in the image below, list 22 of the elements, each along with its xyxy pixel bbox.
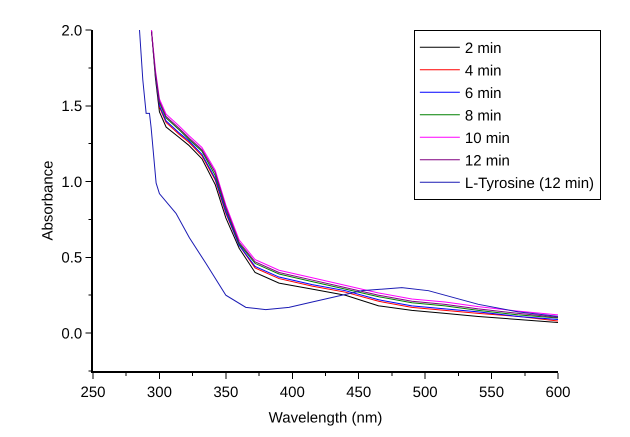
x-tick-label: 300 <box>146 384 172 401</box>
legend-label: 2 min <box>464 40 502 58</box>
y-axis-title: Absorbance <box>40 160 56 241</box>
x-tick-label: 550 <box>479 384 504 401</box>
y-tick-label: 0.5 <box>61 250 82 267</box>
y-tick-label: 2.0 <box>61 22 82 40</box>
legend-label: 12 min <box>464 152 510 170</box>
x-tick-label: 500 <box>412 384 438 401</box>
x-tick-label: 450 <box>346 384 372 401</box>
x-tick-label: 250 <box>80 384 106 401</box>
y-tick-label: 1.5 <box>61 98 82 116</box>
legend-label: 8 min <box>464 108 502 125</box>
y-tick-label: 0.0 <box>61 325 82 342</box>
y-tick-label: 1.0 <box>61 174 82 191</box>
legend-label: 4 min <box>464 62 502 80</box>
x-axis-title: Wavelength (nm) <box>268 409 382 426</box>
x-tick-label: 350 <box>213 384 238 401</box>
x-tick-label: 400 <box>280 384 305 401</box>
legend-label: 10 min <box>464 130 510 148</box>
legend-label: 6 min <box>464 85 502 102</box>
legend-label: L-Tyrosine (12 min) <box>464 175 594 192</box>
x-tick-label: 600 <box>545 384 571 401</box>
